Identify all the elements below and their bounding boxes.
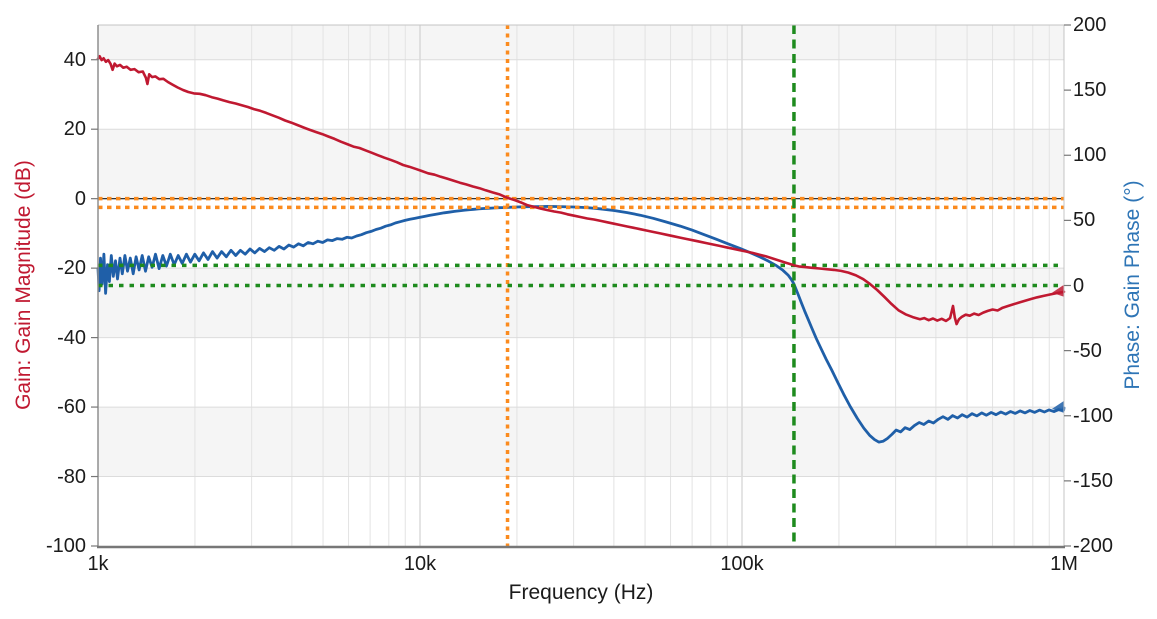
- plot-band: [98, 129, 1064, 199]
- plot-band: [98, 268, 1064, 338]
- freq-tick-label-100k: 100k: [720, 553, 764, 575]
- phase-tick-label--150: -150: [1073, 469, 1114, 492]
- gain-tick-label--100: -100: [45, 535, 86, 557]
- phase-tick-label-50: 50: [1073, 209, 1096, 232]
- gain-tick-label--60: -60: [57, 396, 86, 419]
- gain-tick-label--40: -40: [57, 326, 86, 349]
- gain-curve-end-marker: [1052, 284, 1064, 297]
- phase-tick-label--50: -50: [1073, 339, 1102, 362]
- phase-tick-label--200: -200: [1073, 535, 1114, 557]
- phase-tick-label-150: 150: [1073, 79, 1107, 102]
- phase-tick-label-200: 200: [1073, 14, 1107, 36]
- gain-tick-label--20: -20: [57, 257, 86, 280]
- gain-curve: [96, 54, 1066, 326]
- freq-tick-label-1k: 1k: [87, 553, 109, 575]
- phase-tick-label-0: 0: [1073, 274, 1085, 297]
- right-axis-title: Phase: Gain Phase (°): [1121, 180, 1144, 390]
- plot-band: [98, 25, 1064, 60]
- phase-tick-label-100: 100: [1073, 144, 1107, 167]
- x-axis-title: Frequency (Hz): [508, 581, 654, 604]
- freq-tick-label-1M: 1M: [1050, 553, 1078, 575]
- gain-tick-label-20: 20: [63, 118, 86, 141]
- gain-tick-label--80: -80: [57, 465, 86, 488]
- gain-tick-label-40: 40: [63, 48, 86, 71]
- gain-tick-label-0: 0: [74, 187, 86, 210]
- phase-curve-end-marker: [1052, 400, 1064, 413]
- plot-band: [98, 407, 1064, 477]
- phase-tick-label--100: -100: [1073, 404, 1114, 427]
- freq-tick-label-10k: 10k: [403, 553, 437, 575]
